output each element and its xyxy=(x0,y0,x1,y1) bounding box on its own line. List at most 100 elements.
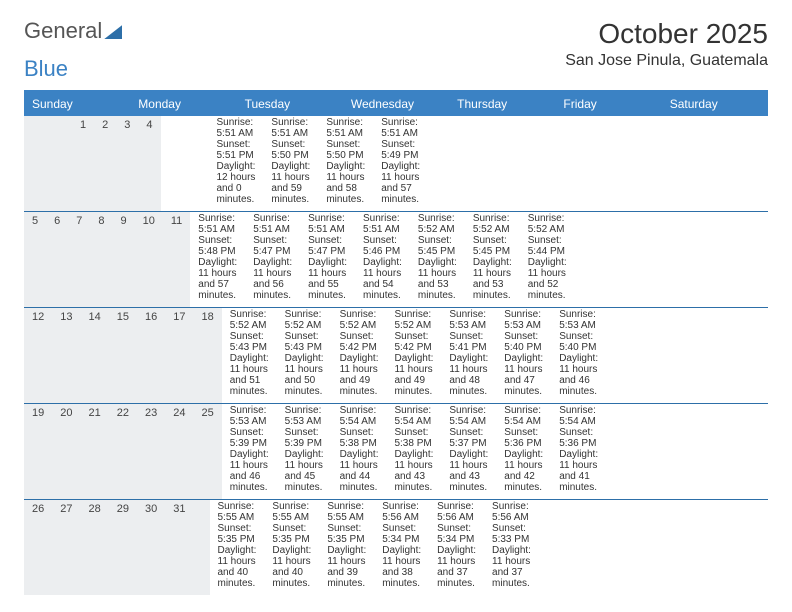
day-number: 25 xyxy=(194,404,222,499)
day-number: 14 xyxy=(81,308,109,403)
sunrise-line: Sunrise: 5:55 AM xyxy=(272,501,311,523)
sunrise-line: Sunrise: 5:51 AM xyxy=(308,213,347,235)
day-body: Sunrise: 5:51 AMSunset: 5:51 PMDaylight:… xyxy=(209,116,264,211)
daynum-row: 12131415161718 xyxy=(24,308,222,403)
empty-body xyxy=(539,500,555,595)
day-body: Sunrise: 5:51 AMSunset: 5:46 PMDaylight:… xyxy=(355,212,410,307)
daynum-row: 1234 xyxy=(24,116,161,211)
sunset-line: Sunset: 5:42 PM xyxy=(340,331,379,353)
daylight-line: Daylight: 11 hours and 45 minutes. xyxy=(285,449,324,493)
day-body: Sunrise: 5:52 AMSunset: 5:43 PMDaylight:… xyxy=(277,308,332,403)
day-body: Sunrise: 5:55 AMSunset: 5:35 PMDaylight:… xyxy=(210,500,265,595)
daybody-row: Sunrise: 5:51 AMSunset: 5:51 PMDaylight:… xyxy=(161,116,429,211)
day-number: 20 xyxy=(52,404,80,499)
daylight-line: Daylight: 11 hours and 42 minutes. xyxy=(504,449,543,493)
logo-triangle-icon xyxy=(104,25,122,39)
daynum-row: 262728293031 xyxy=(24,500,210,595)
sunrise-line: Sunrise: 5:52 AM xyxy=(340,309,379,331)
daybody-row: Sunrise: 5:51 AMSunset: 5:48 PMDaylight:… xyxy=(190,212,574,307)
sunrise-line: Sunrise: 5:52 AM xyxy=(528,213,567,235)
daylight-line: Daylight: 11 hours and 37 minutes. xyxy=(437,545,476,589)
daylight-line: Daylight: 11 hours and 51 minutes. xyxy=(230,353,269,397)
sunset-line: Sunset: 5:50 PM xyxy=(271,139,310,161)
day-body: Sunrise: 5:53 AMSunset: 5:40 PMDaylight:… xyxy=(496,308,551,403)
sunrise-line: Sunrise: 5:54 AM xyxy=(559,405,598,427)
daylight-line: Daylight: 11 hours and 43 minutes. xyxy=(394,449,433,493)
sunrise-line: Sunrise: 5:53 AM xyxy=(449,309,488,331)
sunrise-line: Sunrise: 5:54 AM xyxy=(449,405,488,427)
sunrise-line: Sunrise: 5:56 AM xyxy=(437,501,476,523)
day-body: Sunrise: 5:54 AMSunset: 5:36 PMDaylight:… xyxy=(496,404,551,499)
sunrise-line: Sunrise: 5:53 AM xyxy=(504,309,543,331)
logo: General xyxy=(24,18,122,44)
sunset-line: Sunset: 5:40 PM xyxy=(504,331,543,353)
day-body: Sunrise: 5:51 AMSunset: 5:47 PMDaylight:… xyxy=(300,212,355,307)
day-number: 22 xyxy=(109,404,137,499)
daylight-line: Daylight: 11 hours and 43 minutes. xyxy=(449,449,488,493)
daynum-row: 567891011 xyxy=(24,212,190,307)
weekday-monday: Monday xyxy=(130,92,236,116)
sunrise-line: Sunrise: 5:51 AM xyxy=(271,117,310,139)
week-row: 12131415161718Sunrise: 5:52 AMSunset: 5:… xyxy=(24,308,768,404)
daybody-row: Sunrise: 5:53 AMSunset: 5:39 PMDaylight:… xyxy=(222,404,606,499)
day-body: Sunrise: 5:51 AMSunset: 5:47 PMDaylight:… xyxy=(245,212,300,307)
sunrise-line: Sunrise: 5:55 AM xyxy=(218,501,257,523)
sunrise-line: Sunrise: 5:54 AM xyxy=(340,405,379,427)
empty-cell xyxy=(40,116,56,211)
weekday-wednesday: Wednesday xyxy=(343,92,449,116)
sunrise-line: Sunrise: 5:52 AM xyxy=(418,213,457,235)
sunrise-line: Sunrise: 5:54 AM xyxy=(394,405,433,427)
sunset-line: Sunset: 5:41 PM xyxy=(449,331,488,353)
day-body: Sunrise: 5:53 AMSunset: 5:39 PMDaylight:… xyxy=(222,404,277,499)
empty-body xyxy=(177,116,193,211)
day-body: Sunrise: 5:54 AMSunset: 5:38 PMDaylight:… xyxy=(332,404,387,499)
sunrise-line: Sunrise: 5:53 AM xyxy=(559,309,598,331)
day-body: Sunrise: 5:51 AMSunset: 5:49 PMDaylight:… xyxy=(373,116,428,211)
day-body: Sunrise: 5:55 AMSunset: 5:35 PMDaylight:… xyxy=(319,500,374,595)
day-number: 12 xyxy=(24,308,52,403)
daylight-line: Daylight: 11 hours and 46 minutes. xyxy=(230,449,269,493)
sunset-line: Sunset: 5:37 PM xyxy=(449,427,488,449)
daylight-line: Daylight: 11 hours and 49 minutes. xyxy=(394,353,433,397)
sunrise-line: Sunrise: 5:52 AM xyxy=(230,309,269,331)
empty-body xyxy=(193,116,209,211)
day-number: 8 xyxy=(90,212,112,307)
daylight-line: Daylight: 11 hours and 48 minutes. xyxy=(449,353,488,397)
weekday-tuesday: Tuesday xyxy=(237,92,343,116)
day-number: 27 xyxy=(52,500,80,595)
daylight-line: Daylight: 11 hours and 55 minutes. xyxy=(308,257,347,301)
day-number: 15 xyxy=(109,308,137,403)
sunset-line: Sunset: 5:36 PM xyxy=(559,427,598,449)
daylight-line: Daylight: 11 hours and 41 minutes. xyxy=(559,449,598,493)
sunset-line: Sunset: 5:36 PM xyxy=(504,427,543,449)
daylight-line: Daylight: 11 hours and 57 minutes. xyxy=(381,161,420,205)
day-body: Sunrise: 5:52 AMSunset: 5:42 PMDaylight:… xyxy=(386,308,441,403)
day-number: 26 xyxy=(24,500,52,595)
day-number: 30 xyxy=(137,500,165,595)
sunset-line: Sunset: 5:45 PM xyxy=(418,235,457,257)
sunset-line: Sunset: 5:39 PM xyxy=(285,427,324,449)
page: General October 2025 San Jose Pinula, Gu… xyxy=(0,0,792,595)
daylight-line: Daylight: 11 hours and 40 minutes. xyxy=(272,545,311,589)
daylight-line: Daylight: 11 hours and 59 minutes. xyxy=(271,161,310,205)
day-number: 16 xyxy=(137,308,165,403)
day-number: 6 xyxy=(46,212,68,307)
logo-general: General xyxy=(24,18,102,44)
sunrise-line: Sunrise: 5:55 AM xyxy=(327,501,366,523)
sunset-line: Sunset: 5:43 PM xyxy=(230,331,269,353)
day-body: Sunrise: 5:52 AMSunset: 5:45 PMDaylight:… xyxy=(410,212,465,307)
daylight-line: Daylight: 11 hours and 49 minutes. xyxy=(340,353,379,397)
sunset-line: Sunset: 5:46 PM xyxy=(363,235,402,257)
sunrise-line: Sunrise: 5:52 AM xyxy=(473,213,512,235)
sunset-line: Sunset: 5:50 PM xyxy=(326,139,365,161)
sunset-line: Sunset: 5:49 PM xyxy=(381,139,420,161)
day-body: Sunrise: 5:51 AMSunset: 5:48 PMDaylight:… xyxy=(190,212,245,307)
day-number: 10 xyxy=(135,212,163,307)
sunset-line: Sunset: 5:35 PM xyxy=(327,523,366,545)
daybody-row: Sunrise: 5:55 AMSunset: 5:35 PMDaylight:… xyxy=(210,500,555,595)
sunrise-line: Sunrise: 5:51 AM xyxy=(198,213,237,235)
sunrise-line: Sunrise: 5:53 AM xyxy=(285,405,324,427)
daylight-line: Daylight: 11 hours and 40 minutes. xyxy=(218,545,257,589)
sunset-line: Sunset: 5:33 PM xyxy=(492,523,531,545)
logo-blue: Blue xyxy=(24,56,68,81)
